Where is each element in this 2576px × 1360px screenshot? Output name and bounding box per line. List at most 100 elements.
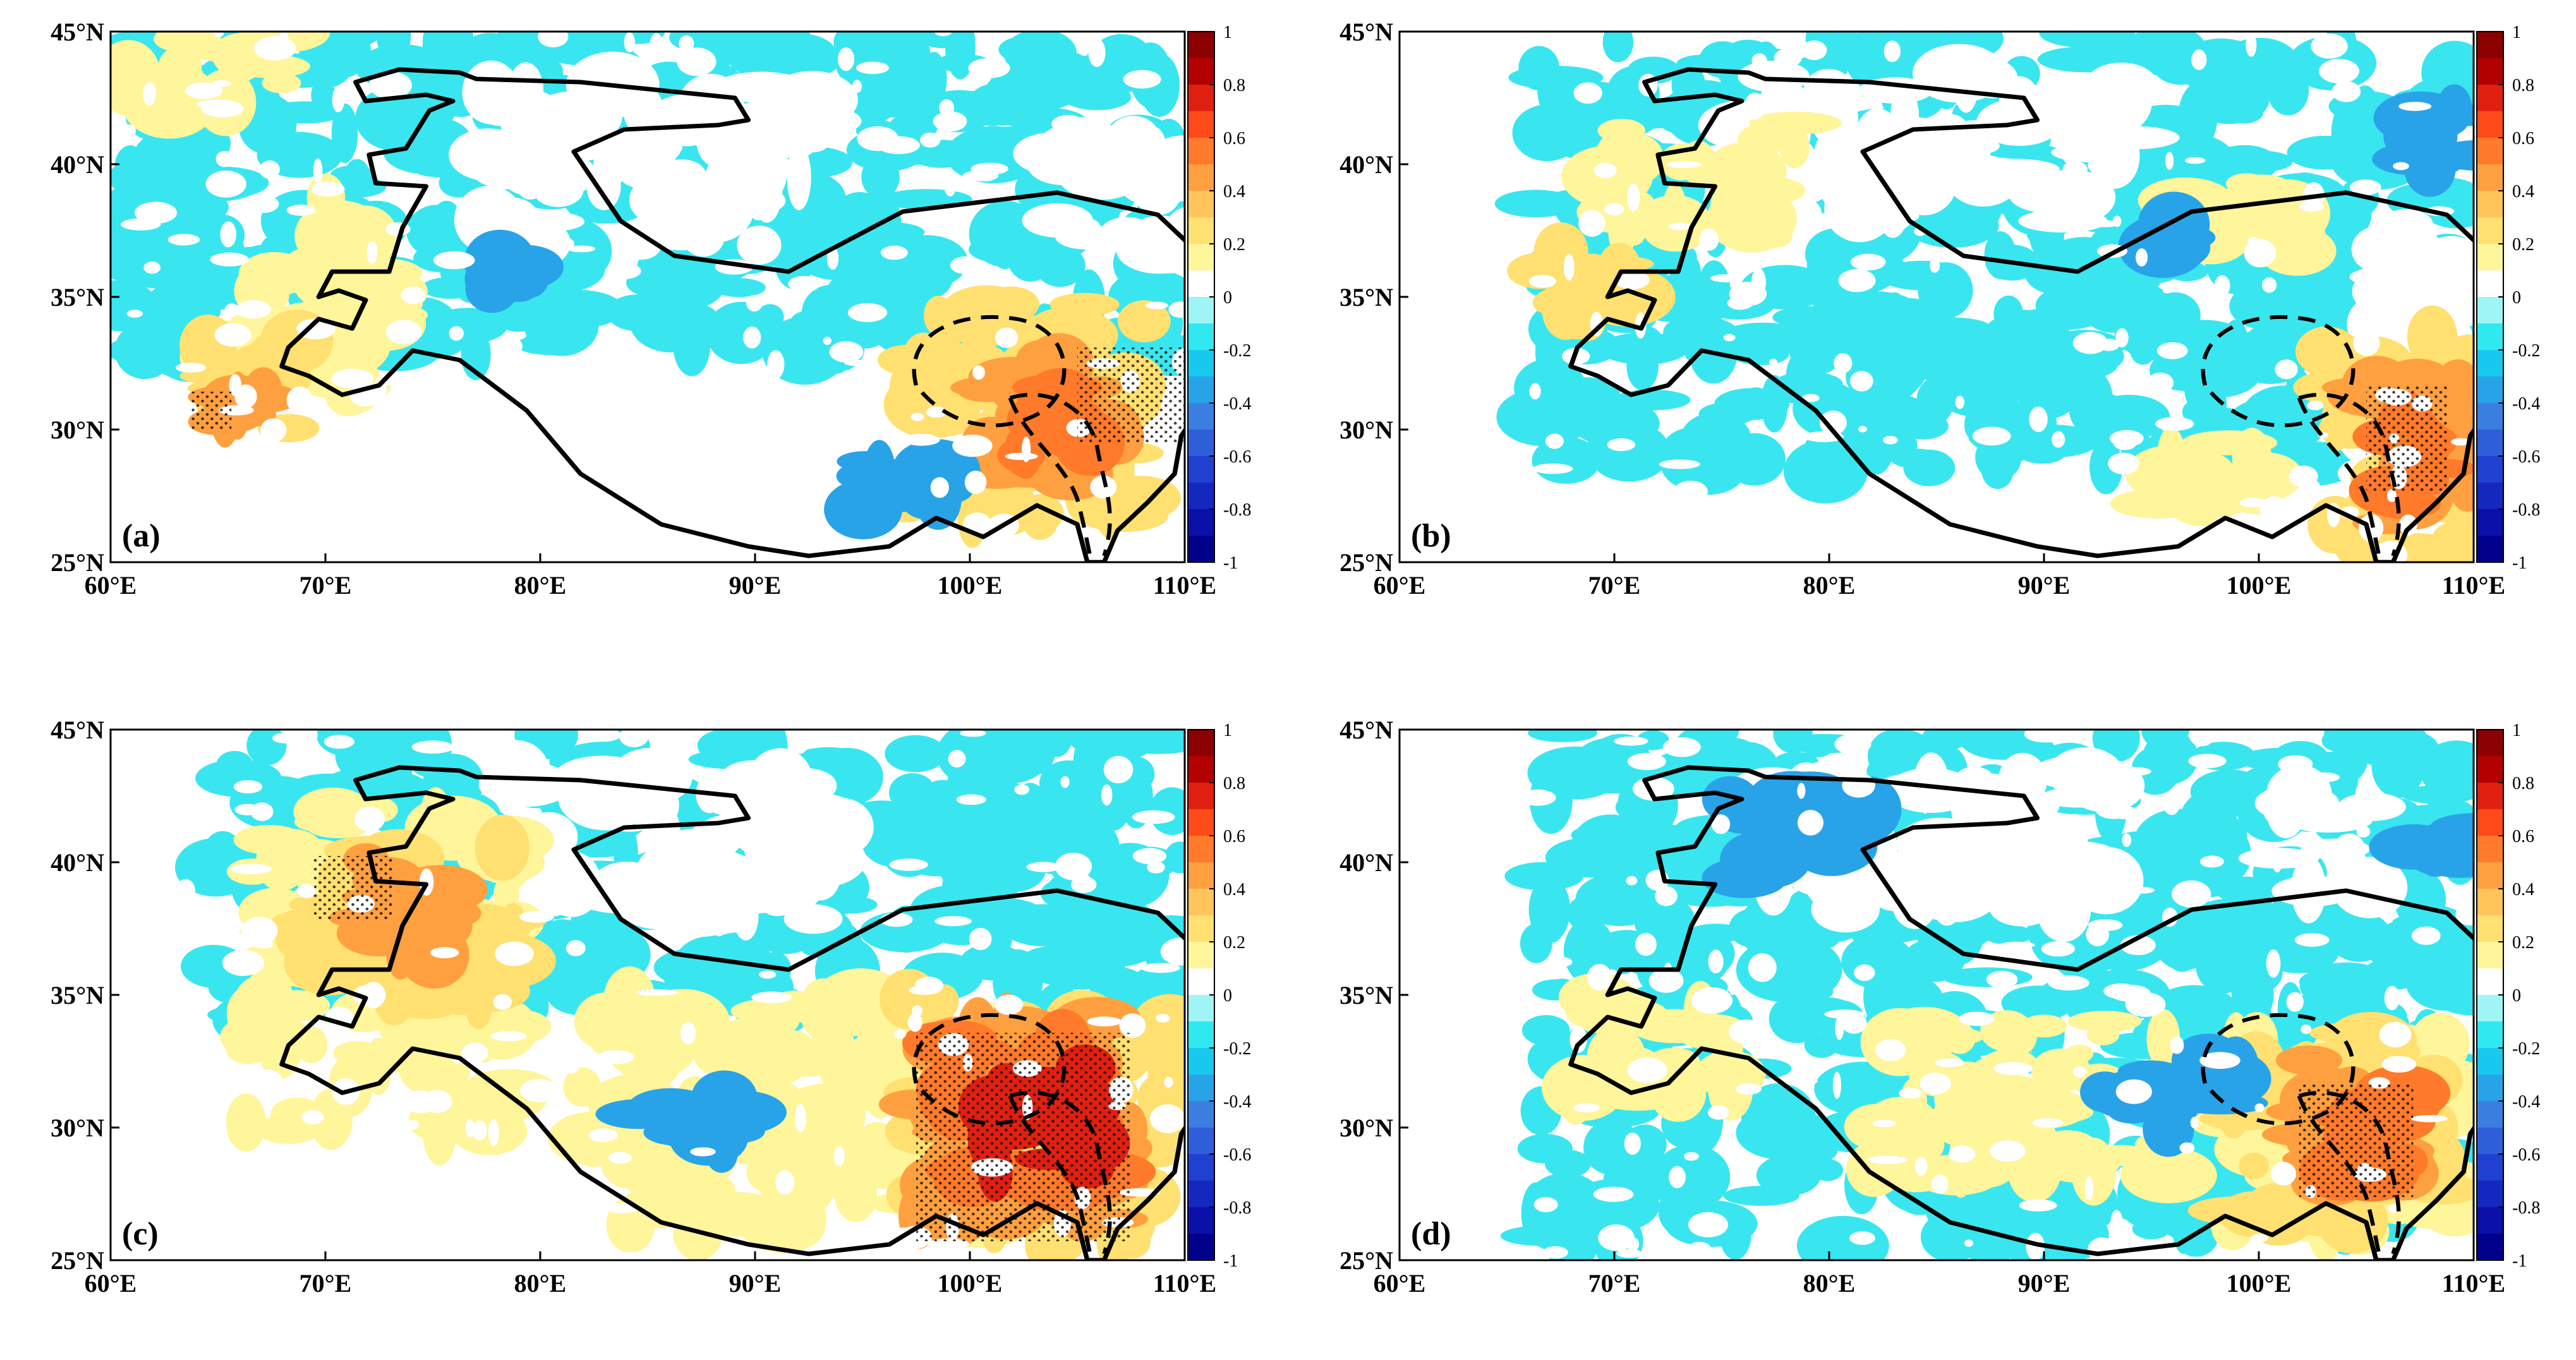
field-gap xyxy=(1832,1071,1842,1099)
field-patch xyxy=(377,32,411,64)
colorbar-segment xyxy=(2477,1128,2503,1155)
colorbar-tick-label: 0 xyxy=(1223,288,1232,308)
field-gap xyxy=(1801,40,1827,61)
field-gap xyxy=(230,864,272,875)
colorbar-segment xyxy=(1188,430,1214,457)
field-gap xyxy=(614,1252,650,1260)
colorbar-tick-label: 1 xyxy=(2512,23,2521,42)
field-gap xyxy=(1419,1199,1434,1214)
field-gap xyxy=(880,245,908,260)
y-tick-label: 35°N xyxy=(1339,981,1393,1009)
field-gap xyxy=(1101,784,1113,806)
field-gap xyxy=(2184,157,2206,164)
x-tick-label: 70°E xyxy=(1588,571,1641,599)
field-gap xyxy=(1026,862,1061,872)
field-gap xyxy=(596,1050,634,1064)
field-patch xyxy=(690,821,729,855)
field-gap xyxy=(259,1222,288,1243)
field-gap xyxy=(1598,1224,1635,1251)
field-gap xyxy=(1955,395,1964,409)
field-patch xyxy=(1626,341,1659,391)
field-patch xyxy=(1779,126,1810,169)
colorbar-tick-label: 0.6 xyxy=(1223,129,1245,148)
field-patch xyxy=(872,253,903,288)
field-gap xyxy=(2359,514,2384,542)
field-patch xyxy=(706,301,777,364)
field-gap xyxy=(926,406,946,418)
colorbar-segment xyxy=(1188,297,1214,324)
field-patch xyxy=(699,1016,730,1040)
field-gap xyxy=(1633,776,1674,801)
field-gap xyxy=(1593,162,1617,179)
significance-stipple xyxy=(191,392,232,430)
field-gap xyxy=(118,124,136,138)
field-patch xyxy=(2399,1203,2472,1229)
field-gap xyxy=(284,730,318,746)
colorbar-tick-label: 0.8 xyxy=(2512,76,2534,95)
field-gap xyxy=(1417,109,1437,119)
field-patch xyxy=(228,54,310,78)
field-gap xyxy=(2156,342,2188,359)
field-gap xyxy=(2261,277,2277,293)
field-gap xyxy=(2079,785,2100,810)
field-gap xyxy=(500,200,526,222)
field-patch xyxy=(904,246,943,288)
field-patch xyxy=(1705,142,1787,202)
field-patch xyxy=(2379,209,2433,240)
field-patch xyxy=(2178,83,2218,150)
colorbar-tick-label: 0.6 xyxy=(2512,827,2534,846)
x-tick-label: 90°E xyxy=(729,571,782,599)
colorbar-segment xyxy=(1188,403,1214,430)
field-patch xyxy=(2290,851,2318,869)
field-patch xyxy=(1636,730,1669,750)
field-patch xyxy=(475,814,529,881)
field-patch xyxy=(1164,841,1185,874)
field-patch xyxy=(478,761,572,807)
field-gap xyxy=(1158,1249,1182,1258)
field-gap xyxy=(2062,161,2088,178)
field-patch xyxy=(533,172,584,207)
field-gap xyxy=(1841,1013,1867,1034)
colorbar-segment xyxy=(1188,456,1214,483)
field-patch xyxy=(653,948,746,988)
field-gap xyxy=(1616,1249,1643,1258)
field-patch xyxy=(1583,1119,1642,1176)
field-gap xyxy=(1149,1104,1185,1133)
field-gap xyxy=(143,262,161,274)
field-patch xyxy=(2120,1147,2217,1203)
field-gap xyxy=(1930,258,1940,273)
field-patch xyxy=(1507,252,1575,289)
field-patch xyxy=(299,213,332,251)
field-gap xyxy=(167,234,200,246)
colorbar-segment xyxy=(2477,138,2503,165)
field-gap xyxy=(229,374,242,397)
field-gap xyxy=(1593,1186,1634,1202)
field-gap xyxy=(1087,1016,1122,1026)
field-gap xyxy=(758,970,777,979)
field-gap xyxy=(2026,1232,2045,1260)
field-gap xyxy=(301,1110,324,1125)
y-tick-label: 40°N xyxy=(51,150,104,179)
field-gap xyxy=(1723,334,1736,342)
field-gap xyxy=(1688,1241,1711,1254)
field-gap xyxy=(903,433,940,446)
field-gap xyxy=(1872,1119,1896,1128)
field-gap xyxy=(959,730,986,737)
field-gap xyxy=(517,176,543,200)
field-gap xyxy=(1569,509,1599,523)
colorbar-tick-label: -0.4 xyxy=(1223,394,1251,414)
field-gap xyxy=(297,884,316,898)
field-gap xyxy=(354,806,385,832)
field-gap xyxy=(1959,137,2000,154)
field-patch xyxy=(687,1100,778,1121)
map-a xyxy=(111,32,1185,562)
field-gap xyxy=(1834,353,1853,373)
field-patch xyxy=(810,1025,844,1071)
field-gap xyxy=(1838,268,1876,292)
significance-stipple xyxy=(1077,347,1185,442)
field-gap xyxy=(210,252,249,267)
field-gap xyxy=(1448,1068,1487,1092)
colorbar-segment xyxy=(2477,58,2503,85)
colorbar-tick-label: -0.6 xyxy=(1223,447,1251,467)
field-gap xyxy=(1751,53,1767,68)
